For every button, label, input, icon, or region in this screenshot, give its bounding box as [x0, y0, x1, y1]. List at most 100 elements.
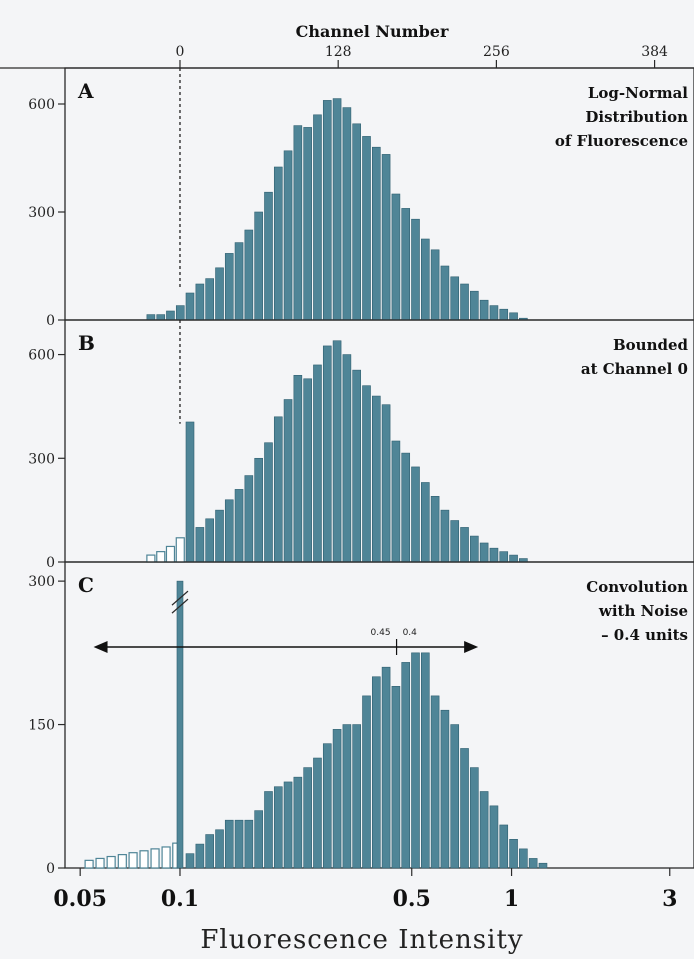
bar [166, 310, 175, 321]
bar [313, 364, 322, 563]
bar [293, 375, 303, 563]
x-tick-label: 1 [504, 886, 519, 912]
bar [342, 724, 352, 869]
bar [509, 312, 518, 321]
bar [381, 666, 391, 869]
panel-annotation: – 0.4 units [601, 626, 688, 644]
bar [421, 652, 430, 869]
spike-bar [176, 580, 184, 869]
bar [509, 554, 518, 563]
bar [460, 527, 469, 563]
break-mark [171, 590, 189, 606]
bar [362, 695, 371, 869]
bar [489, 805, 499, 869]
bar [362, 385, 371, 563]
bar [391, 193, 401, 321]
bar [470, 767, 479, 869]
panel-annotation: Bounded [613, 336, 689, 354]
panel-annotation: with Noise [598, 602, 688, 620]
panel-letter: C [78, 573, 94, 597]
bar [185, 421, 195, 563]
top-axis-title: Channel Number [296, 22, 449, 41]
bar [293, 776, 303, 869]
bar [215, 267, 224, 321]
y-tick-label: 300 [28, 205, 55, 221]
bar [381, 154, 391, 321]
top-tick-label: 256 [483, 44, 510, 60]
hollow-bar [175, 537, 185, 563]
break-mark [171, 598, 189, 614]
bar [450, 724, 460, 869]
range-arrow-right-head [464, 641, 479, 653]
bar [283, 781, 293, 869]
bar [538, 862, 548, 869]
y-tick-label: 600 [28, 97, 55, 113]
bar [293, 125, 303, 321]
y-tick-label: 0 [46, 555, 55, 571]
y-tick-label: 300 [28, 574, 55, 590]
bottom-axis: 0.05 0.1 0.5 1 3 [53, 868, 677, 912]
bar [479, 791, 489, 869]
y-tick-label: 150 [28, 718, 55, 734]
bar [440, 509, 450, 563]
bar [185, 292, 195, 321]
bar [470, 535, 479, 563]
hollow-bar [156, 551, 166, 563]
panel-annotation: of Fluorescence [555, 132, 688, 150]
hollow-bar [95, 857, 105, 869]
top-tick-label: 128 [325, 44, 352, 60]
bar [224, 253, 234, 321]
bar [499, 308, 509, 321]
bar [273, 166, 283, 321]
hollow-bar [106, 855, 116, 869]
hollow-bar [84, 859, 94, 869]
panel-annotation: Distribution [585, 108, 688, 126]
bar [322, 743, 332, 869]
bar [362, 136, 371, 321]
bar [342, 107, 352, 321]
bar [303, 378, 312, 563]
bar [430, 695, 440, 869]
bar [440, 265, 450, 321]
bar [264, 442, 273, 563]
y-tick-label: 600 [28, 348, 55, 364]
range-arrow-left-head [93, 641, 108, 653]
bar [352, 724, 361, 869]
bar [254, 211, 263, 321]
x-tick-label: 0.1 [161, 886, 199, 912]
bar [215, 829, 224, 869]
bar [391, 440, 401, 563]
hollow-bar [161, 846, 171, 869]
bar [322, 100, 332, 321]
bar [371, 395, 381, 563]
bar [381, 404, 391, 563]
bar [401, 208, 411, 321]
hollow-bar [117, 854, 127, 869]
bar [342, 354, 352, 563]
bar [411, 652, 420, 869]
bar [430, 496, 440, 563]
bar [195, 283, 205, 321]
bar [450, 276, 460, 321]
bottom-axis-title: Fluorescence Intensity [200, 925, 523, 955]
hollow-bar [139, 850, 149, 869]
bar [460, 283, 469, 321]
bar [332, 729, 342, 869]
bar [332, 340, 342, 563]
bar [489, 547, 499, 563]
bar [322, 345, 332, 563]
bar [303, 767, 312, 869]
range-label-left: 0.45 [371, 628, 391, 638]
x-tick-label: 3 [662, 886, 677, 912]
bar [519, 848, 528, 869]
bar [450, 520, 460, 563]
panel-letter: A [77, 79, 94, 103]
bar [146, 314, 156, 321]
bar [185, 853, 195, 869]
bar [254, 810, 263, 869]
bar [244, 475, 254, 563]
panel-annotation: at Channel 0 [581, 360, 688, 378]
bar [479, 542, 489, 563]
bar [283, 150, 293, 321]
top-tick-label: 0 [176, 44, 185, 60]
